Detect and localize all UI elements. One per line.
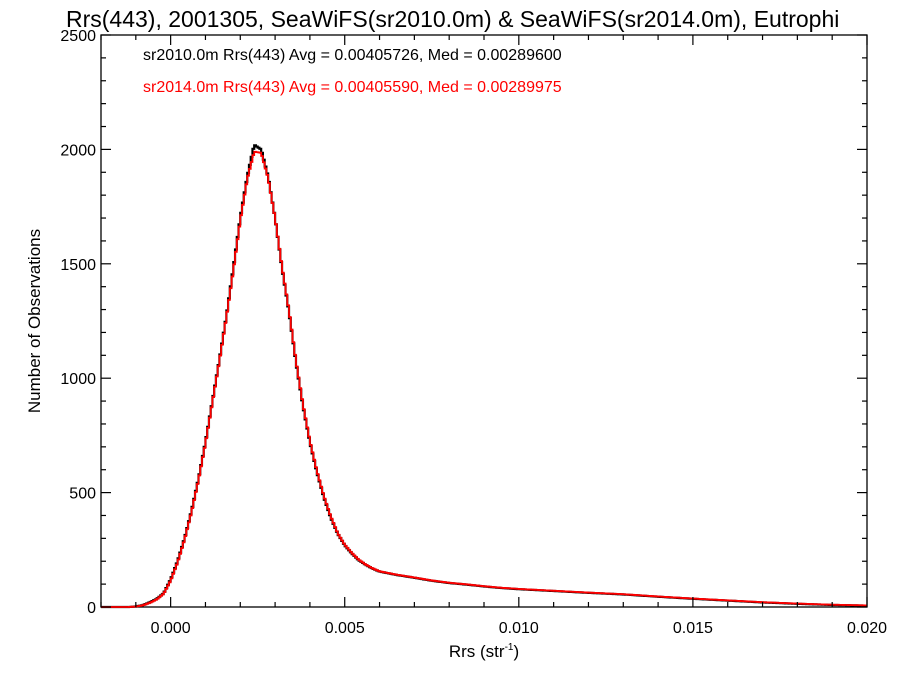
plot-frame <box>100 34 868 608</box>
x-tick-label: 0.020 <box>847 620 887 637</box>
x-tick-label: 0.010 <box>499 620 539 637</box>
x-axis-ticks: 0.000 0.005 0.010 0.015 0.020 <box>100 35 887 637</box>
x-tick-label: 0.005 <box>325 620 365 637</box>
y-tick-label: 2000 <box>60 142 96 159</box>
x-axis-label: Rrs (str-1) <box>449 642 519 661</box>
y-tick-label: 0 <box>87 600 96 617</box>
y-tick-label: 2500 <box>60 28 96 45</box>
x-axis-label-text: Rrs (str <box>449 642 505 661</box>
x-tick-label: 0.015 <box>673 620 713 637</box>
y-tick-label: 500 <box>69 486 96 503</box>
y-axis-ticks: 0 500 1000 1500 2000 2500 <box>60 28 867 617</box>
annotation-sr2010: sr2010.0m Rrs(443) Avg = 0.00405726, Med… <box>143 47 562 64</box>
x-axis-label-superscript: -1 <box>505 642 514 653</box>
x-tick-label: 0.000 <box>151 620 191 637</box>
y-tick-label: 1000 <box>60 371 96 388</box>
annotation-sr2014: sr2014.0m Rrs(443) Avg = 0.00405590, Med… <box>143 79 562 96</box>
y-axis-label: Number of Observations <box>25 229 44 413</box>
x-axis-label-close: ) <box>513 642 519 661</box>
series-layer <box>101 144 867 609</box>
chart-title: Rrs(443), 2001305, SeaWiFS(sr2010.0m) & … <box>66 6 839 32</box>
y-tick-label: 1500 <box>60 257 96 274</box>
series-1-line <box>101 150 867 608</box>
